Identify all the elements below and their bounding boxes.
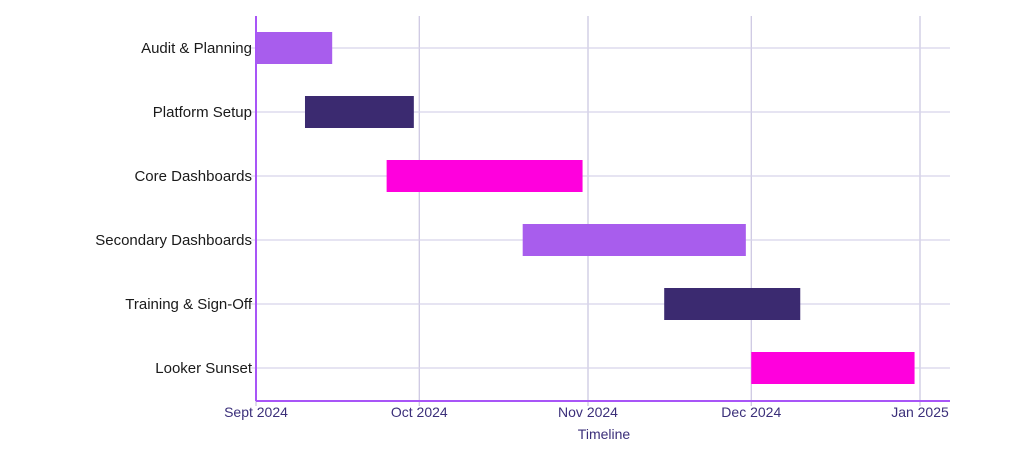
x-tick-label: Jan 2025 (891, 404, 949, 420)
x-tick-labels: Sept 2024 Oct 2024 Nov 2024 Dec 2024 Jan 202… (224, 404, 949, 420)
task-bar (386, 160, 583, 192)
task-label: Audit & Planning (141, 40, 252, 57)
x-axis-title: Timeline (578, 426, 631, 442)
task-bar (522, 224, 746, 256)
x-tick-label: Dec 2024 (721, 404, 781, 420)
task-label: Secondary Dashboards (95, 232, 252, 249)
x-tick-label: Oct 2024 (391, 404, 448, 420)
task-bars (256, 32, 915, 384)
task-bar (664, 288, 801, 320)
axes (255, 16, 950, 402)
x-tick-label: Nov 2024 (558, 404, 618, 420)
task-bar (751, 352, 915, 384)
task-label: Platform Setup (153, 104, 252, 121)
task-labels: Audit & Planning Platform Setup Core Dashb… (95, 40, 253, 377)
task-bar (304, 96, 414, 128)
task-label: Training & Sign-Off (125, 296, 253, 313)
task-label: Core Dashboards (134, 168, 252, 185)
task-bar (256, 32, 333, 64)
task-label: Looker Sunset (155, 360, 253, 377)
x-tick-label: Sept 2024 (224, 404, 288, 420)
grid (251, 16, 950, 406)
